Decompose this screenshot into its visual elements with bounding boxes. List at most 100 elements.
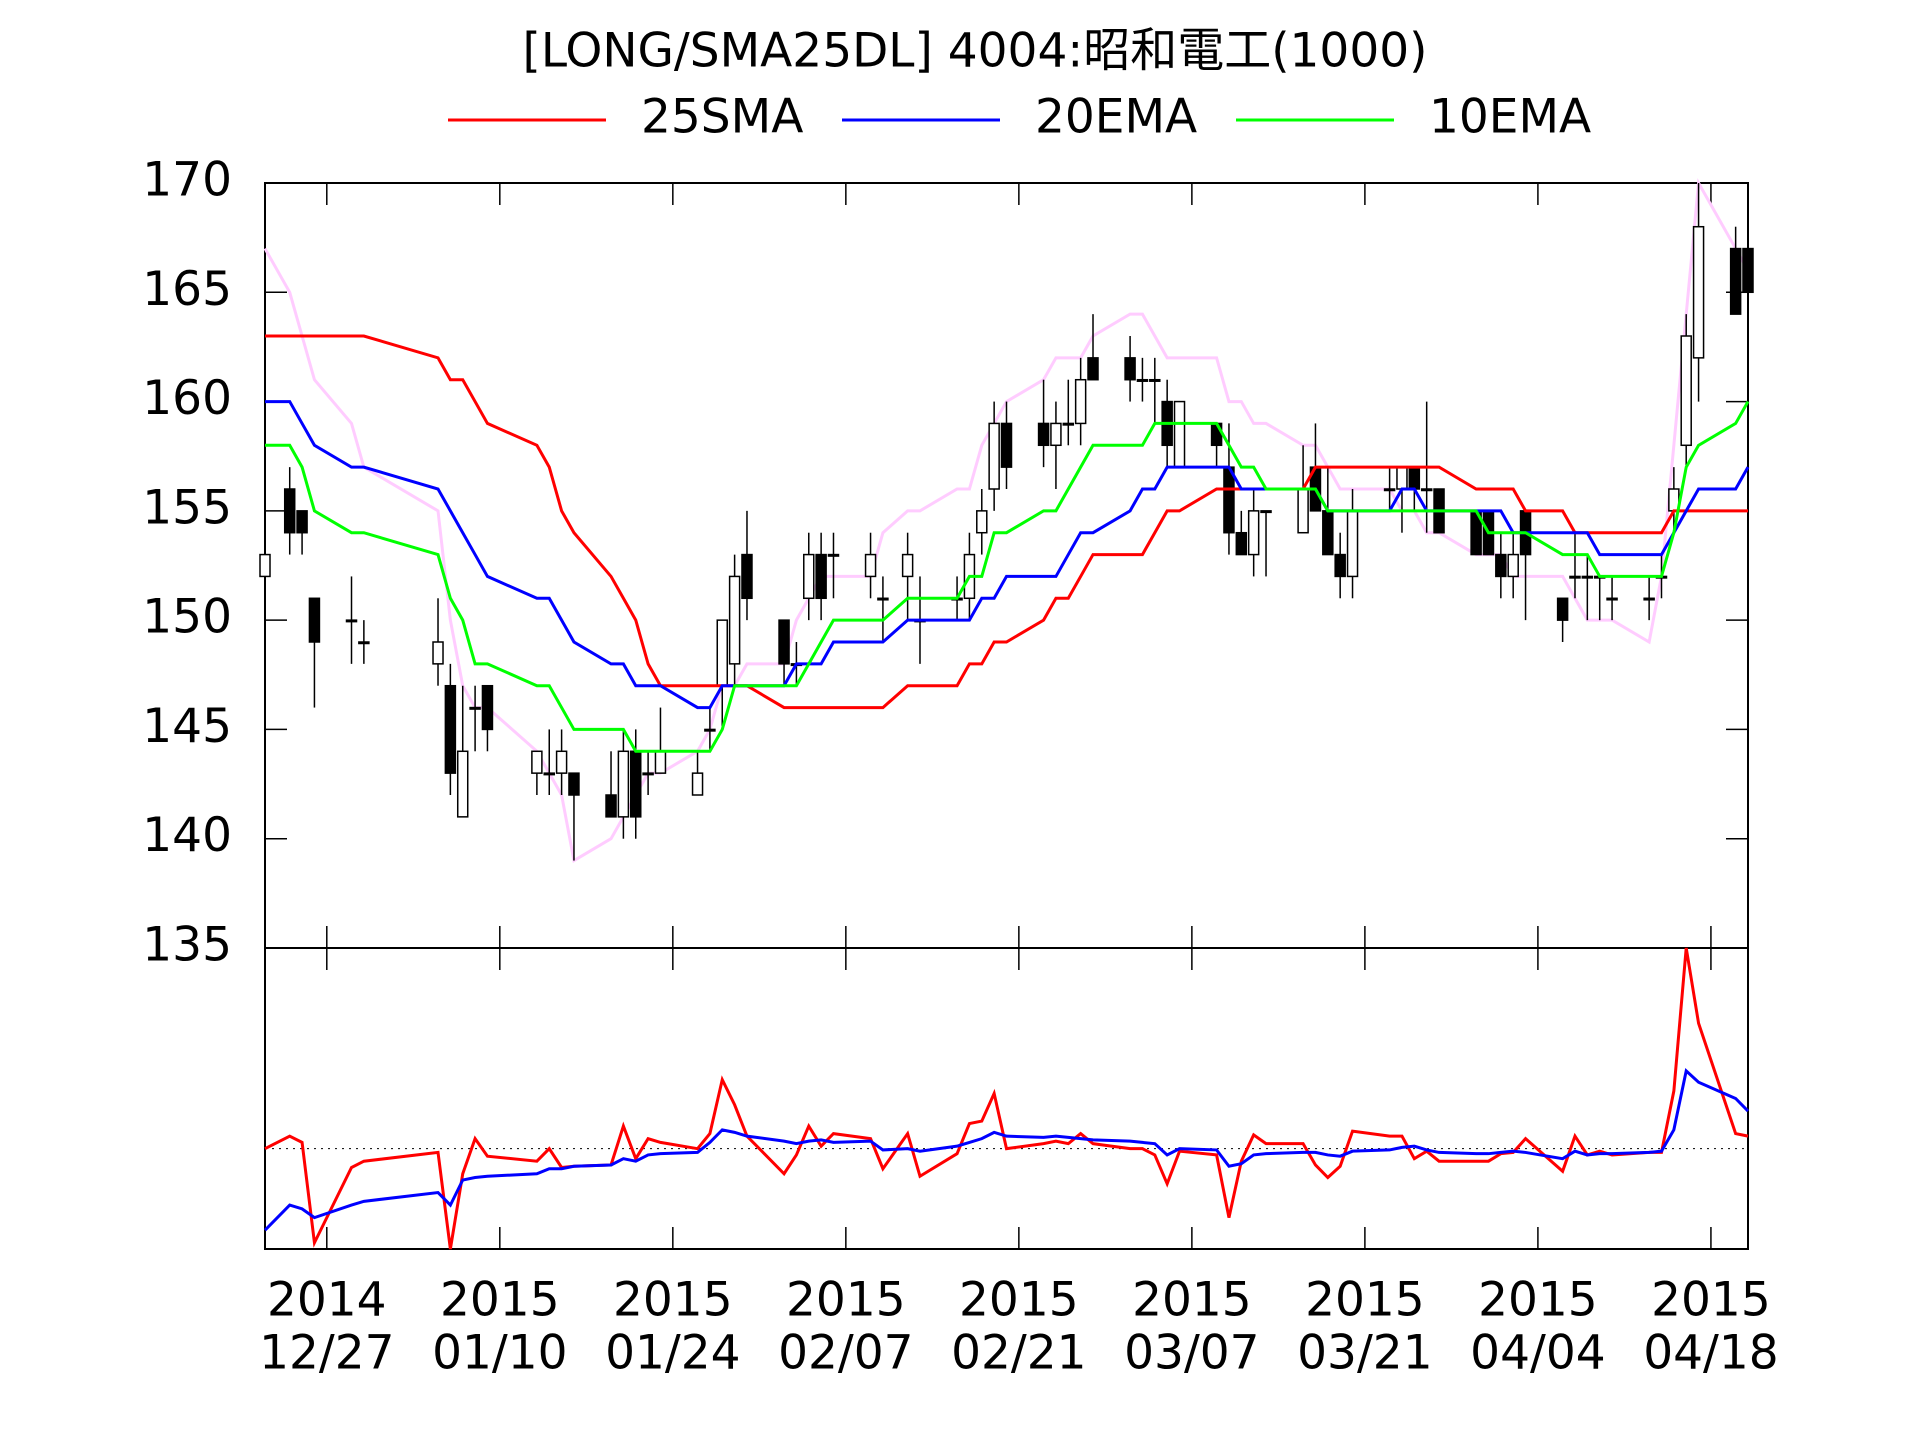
candle-body	[654, 750, 667, 774]
candle-body	[976, 510, 988, 534]
x-tick-label: 2015	[1132, 1273, 1252, 1328]
candle-body	[815, 553, 827, 600]
candle-body	[691, 772, 704, 796]
candle-body	[469, 706, 481, 710]
candle-body	[1074, 378, 1087, 425]
oscillator-panel-frame	[264, 947, 1749, 1250]
x-tick-label: 04/18	[1643, 1326, 1778, 1381]
candle-body	[1062, 422, 1075, 426]
candle-body	[877, 597, 889, 601]
x-tick-label: 04/04	[1470, 1326, 1605, 1381]
candle-body	[259, 553, 271, 578]
candle-body	[1692, 225, 1705, 359]
x-tick-label: 03/21	[1297, 1326, 1432, 1381]
x-tick-label: 03/07	[1124, 1326, 1259, 1381]
candle-body	[716, 619, 729, 687]
candle-body	[1000, 422, 1013, 468]
candle-body	[1408, 466, 1421, 490]
y-tick-label: 155	[142, 480, 232, 535]
candle-body	[1136, 378, 1149, 382]
x-tick-label: 2015	[1305, 1273, 1425, 1328]
candle-body	[568, 772, 580, 796]
series-line	[265, 334, 1748, 710]
candle-body	[1322, 510, 1334, 556]
series-line	[263, 1068, 1750, 1232]
candle-body	[630, 750, 642, 818]
candle-body	[1680, 335, 1692, 447]
candle-body	[901, 553, 914, 578]
x-tick-label: 2015	[786, 1273, 906, 1328]
candle-body	[803, 553, 815, 600]
candle-body	[1420, 488, 1433, 492]
x-tick-label: 02/07	[778, 1326, 913, 1381]
candle-body	[1569, 575, 1581, 579]
y-tick-label: 165	[142, 262, 232, 317]
candle-body	[704, 728, 716, 732]
candle-body	[1235, 531, 1248, 556]
x-tick-label: 2014	[267, 1273, 387, 1328]
candle-body	[345, 619, 358, 623]
y-tick-label: 150	[142, 590, 232, 645]
candle-body	[988, 422, 1000, 490]
candle-body	[456, 750, 469, 818]
legend-label: 10EMA	[1429, 90, 1591, 145]
legend-label: 20EMA	[1035, 90, 1197, 145]
candle-body	[741, 553, 753, 600]
y-tick-label: 140	[142, 808, 232, 863]
candle-body	[1606, 597, 1618, 601]
candle-body	[1383, 488, 1396, 492]
candle-body	[1037, 422, 1050, 447]
candle-body	[308, 597, 321, 643]
candle-body	[1087, 357, 1099, 381]
candle-body	[1729, 247, 1742, 315]
candle-body	[864, 553, 877, 578]
candle-body	[444, 684, 457, 774]
candle-body	[617, 750, 630, 818]
legend-label: 25SMA	[641, 90, 803, 145]
x-tick-label: 2015	[1651, 1273, 1771, 1328]
candle-body	[1173, 400, 1186, 468]
candle-body	[1346, 510, 1359, 578]
candle-body	[827, 553, 840, 557]
y-tick-label: 160	[142, 371, 232, 426]
candle-body	[1124, 357, 1136, 381]
candle-body	[1495, 553, 1507, 578]
x-tick-label: 2015	[1478, 1273, 1598, 1328]
series-line	[264, 947, 1749, 1250]
y-tick-label: 170	[142, 153, 232, 208]
candle-body	[728, 575, 741, 665]
candle-body	[531, 750, 543, 774]
candle-body	[1260, 510, 1272, 514]
candle-body	[1581, 575, 1594, 579]
chart-title: [LONG/SMA25DL] 4004:昭和電工(1000)	[523, 24, 1428, 79]
candle-body	[1149, 378, 1161, 382]
candle-body	[1334, 553, 1346, 578]
candle-body	[1297, 488, 1309, 534]
y-tick-label: 135	[142, 918, 232, 973]
x-tick-label: 2015	[613, 1273, 733, 1328]
candle-body	[1050, 422, 1062, 447]
candle-body	[605, 794, 617, 818]
x-tick-label: 01/24	[605, 1326, 740, 1381]
candle-body	[1643, 597, 1655, 601]
candle-body	[1247, 510, 1260, 556]
x-tick-label: 2015	[440, 1273, 560, 1328]
candle-body	[778, 619, 790, 665]
candle-body	[543, 772, 555, 776]
candle-body	[296, 510, 308, 534]
x-tick-label: 01/10	[432, 1326, 567, 1381]
x-tick-label: 2015	[959, 1273, 1079, 1328]
candle-body	[1396, 466, 1408, 490]
candle-body	[1556, 597, 1569, 621]
candle-body	[642, 772, 654, 776]
candle-body	[432, 641, 444, 665]
series-line	[265, 400, 1750, 710]
candle-body	[1223, 466, 1235, 534]
candle-body	[481, 684, 494, 731]
candle-body	[1742, 247, 1754, 294]
y-tick-label: 145	[142, 699, 232, 754]
candle-body	[1507, 553, 1519, 578]
series-line	[265, 400, 1750, 753]
candle-body	[555, 750, 568, 774]
